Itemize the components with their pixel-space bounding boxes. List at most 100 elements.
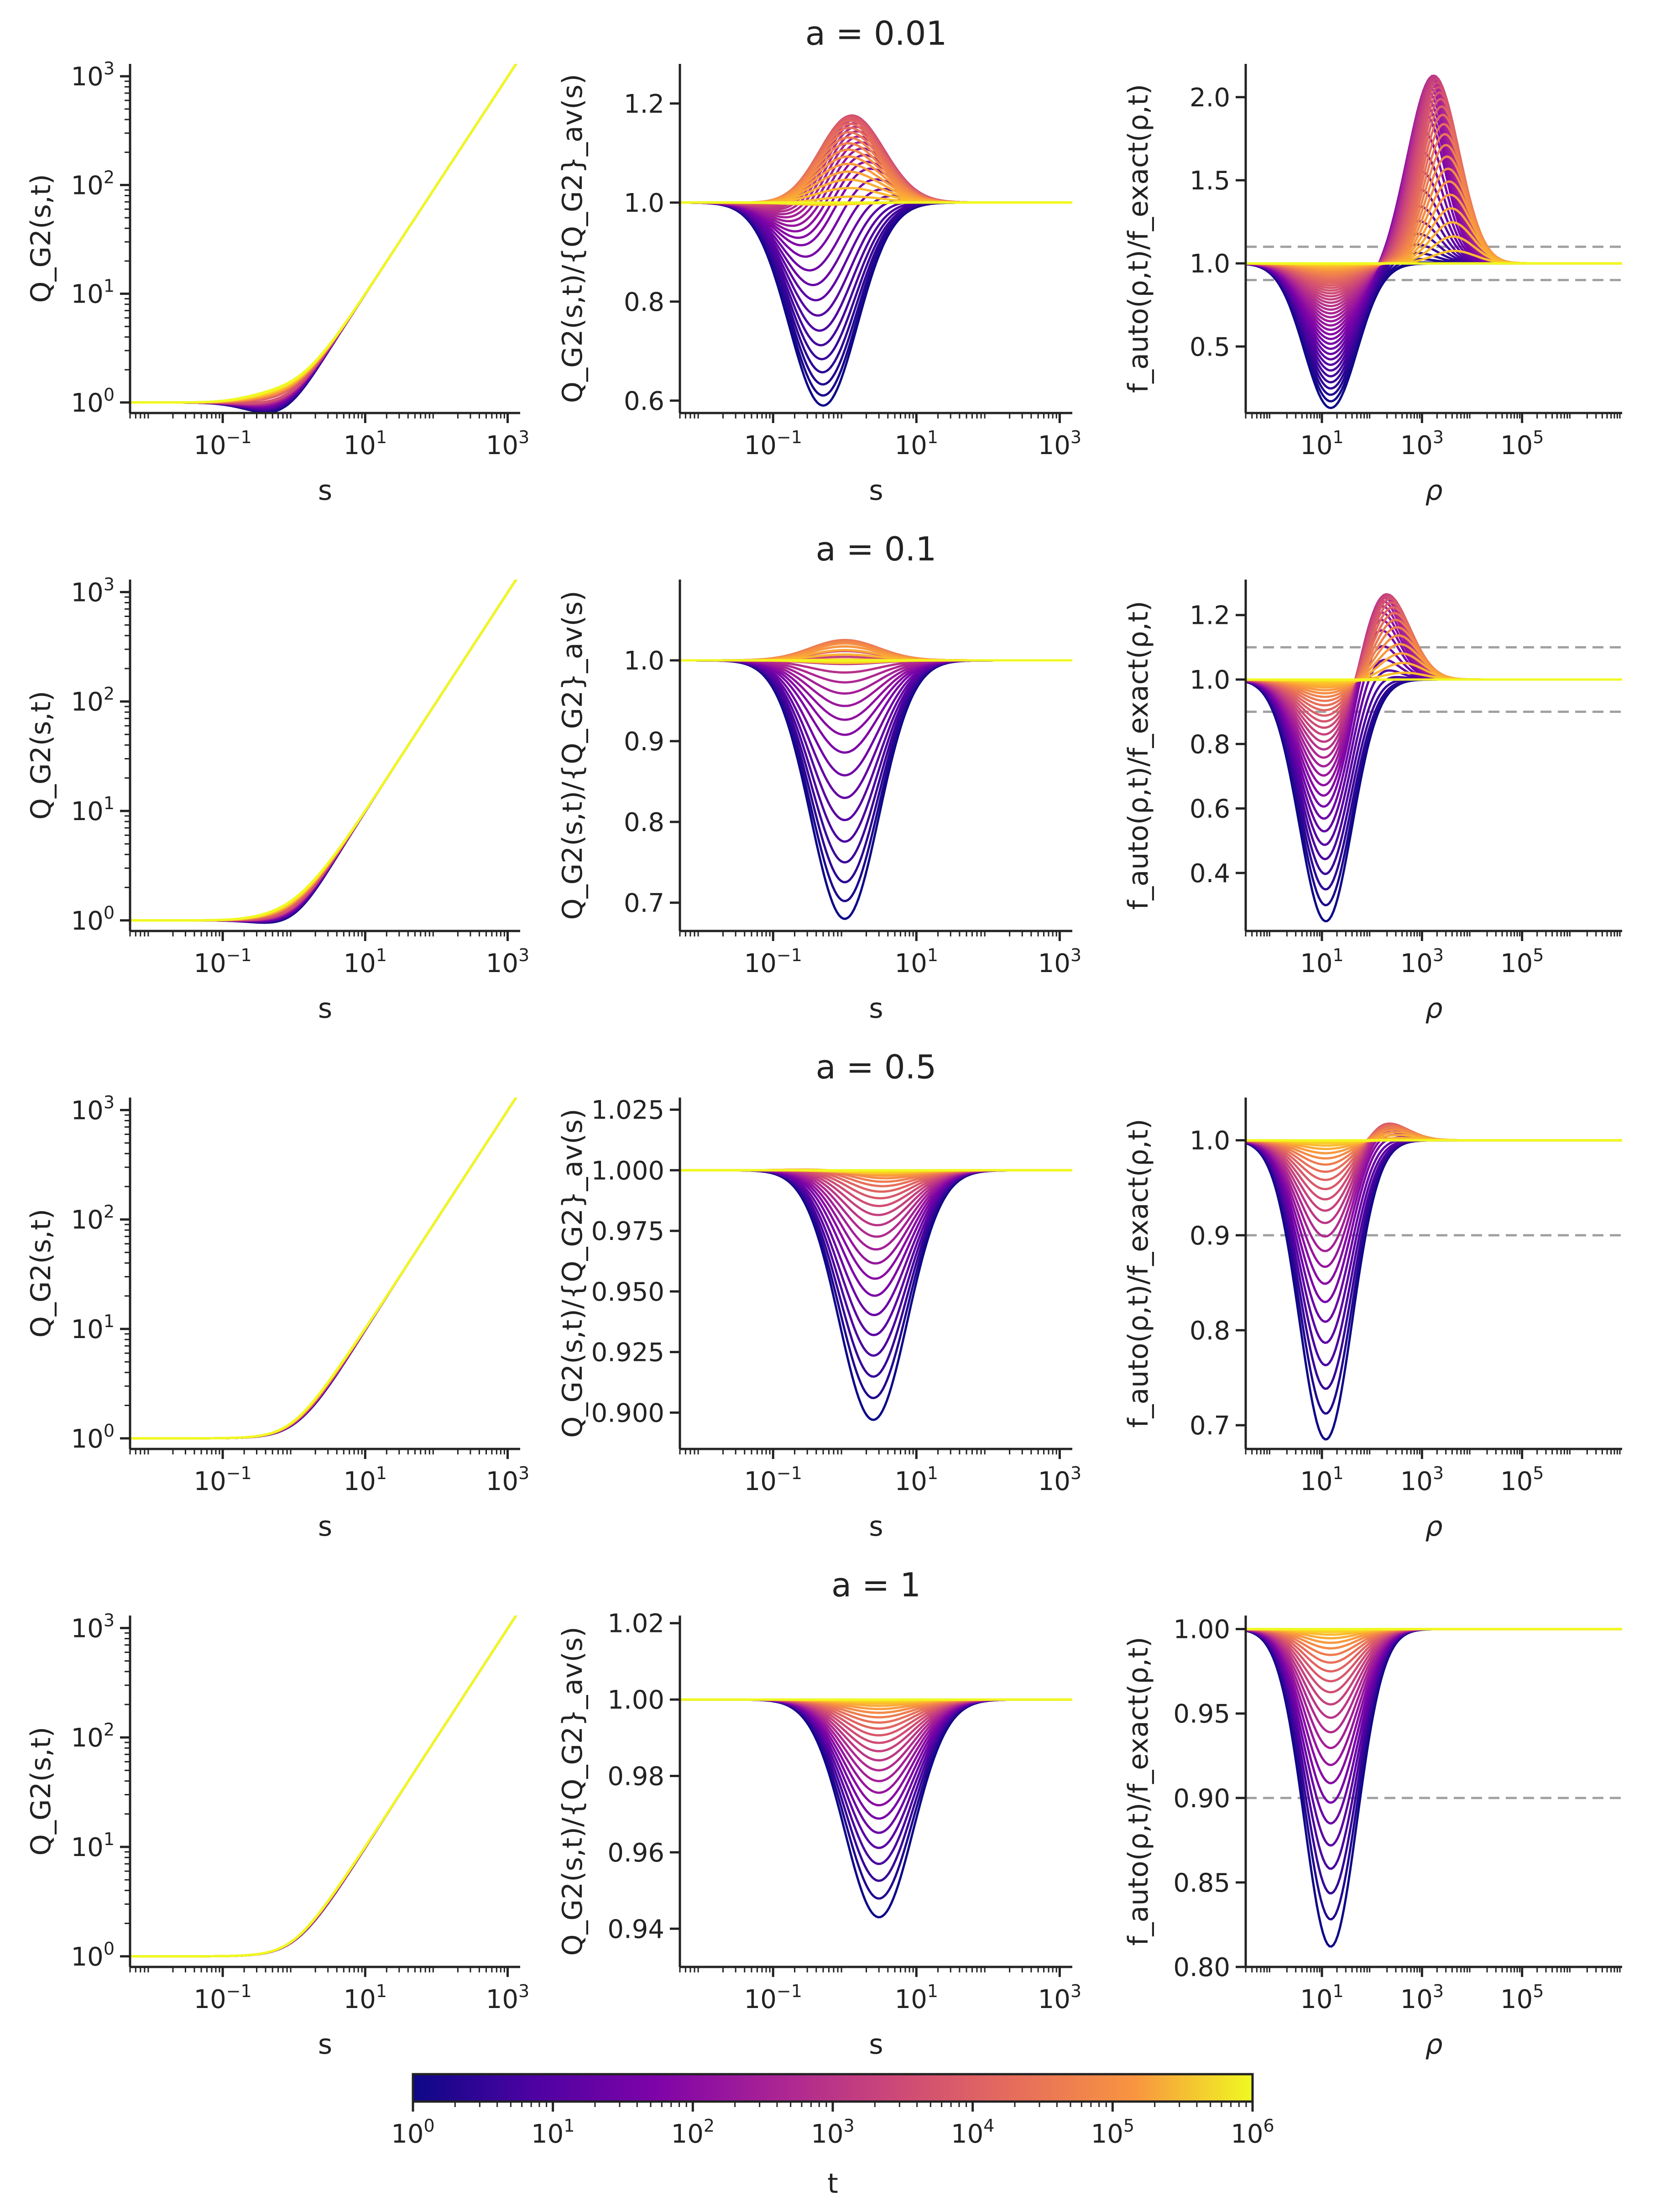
y-tick-label: 0.90 — [1173, 1784, 1230, 1814]
x-tick-label: 103 — [486, 427, 529, 460]
y-tick-label: 0.900 — [591, 1398, 664, 1428]
panel-title: a = 1 — [831, 1566, 921, 1604]
x-tick-label: 10−1 — [193, 1463, 251, 1496]
y-tick-label: 1.0 — [1190, 1126, 1230, 1156]
y-tick-label: 1.000 — [591, 1156, 664, 1186]
x-tick-label: 101 — [1300, 427, 1343, 460]
colorbar-tick-label: 101 — [531, 2116, 574, 2149]
series-line — [680, 1698, 1072, 1807]
curve-family — [130, 580, 517, 924]
x-tick-label: 103 — [486, 1981, 529, 2014]
series-line — [680, 1169, 1072, 1297]
series-line — [130, 64, 517, 413]
x-tick-label: 10−1 — [193, 945, 251, 978]
x-tick-label: 10−1 — [744, 1981, 802, 2014]
x-tick-label: 103 — [486, 945, 529, 978]
x-tick-label: 101 — [344, 1981, 387, 2014]
panel-r2c0: 10−1 101 103 100 101 102 103 s Q_G2(s,t) — [25, 1092, 529, 1543]
y-tick-label: 1.025 — [591, 1096, 664, 1125]
x-tick-label: 103 — [1038, 945, 1081, 978]
series-line — [130, 1616, 517, 1958]
x-tick-label: 103 — [1400, 1463, 1444, 1496]
y-tick-label: 0.95 — [1173, 1700, 1230, 1729]
y-tick-label: 0.85 — [1173, 1868, 1230, 1898]
curve-family — [130, 1616, 517, 1958]
y-tick-label: 103 — [71, 1092, 115, 1125]
series-line — [680, 201, 1072, 407]
x-tick-label: 10−1 — [744, 945, 802, 978]
y-tick-label: 0.8 — [624, 808, 664, 837]
colorbar-tick-label: 105 — [1091, 2116, 1134, 2149]
y-tick-label: 0.8 — [1190, 730, 1230, 759]
y-tick-label: 0.925 — [591, 1338, 664, 1368]
x-axis-label: ρ — [1425, 2029, 1442, 2060]
y-axis-label: Q_G2(s,t) — [25, 691, 57, 820]
y-tick-label: 1.0 — [624, 646, 664, 676]
y-tick-label: 0.7 — [624, 889, 664, 918]
panel-title: a = 0.1 — [816, 530, 937, 568]
curve-family — [680, 639, 1072, 920]
x-tick-label: 103 — [486, 1463, 529, 1496]
y-tick-label: 0.80 — [1173, 1953, 1230, 1982]
x-axis-label: s — [318, 1511, 332, 1543]
y-tick-label: 101 — [71, 1311, 115, 1344]
y-tick-label: 1.0 — [624, 188, 664, 218]
y-tick-label: 1.2 — [624, 89, 664, 119]
y-axis-label: f_auto(ρ,t)/f_exact(ρ,t) — [1122, 601, 1154, 910]
x-tick-label: 101 — [1300, 1463, 1343, 1496]
y-tick-label: 1.0 — [1190, 249, 1230, 279]
series-line — [680, 201, 1072, 397]
x-tick-label: 101 — [1300, 1981, 1343, 2014]
x-axis-label: s — [869, 475, 883, 507]
y-axis-label: Q_G2(s,t)/{Q_G2}_av(s) — [557, 1626, 589, 1956]
y-tick-label: 100 — [71, 1421, 115, 1454]
y-tick-label: 0.8 — [1190, 1316, 1230, 1346]
y-tick-label: 1.00 — [607, 1685, 664, 1715]
x-tick-label: 103 — [1038, 1463, 1081, 1496]
series-line — [680, 659, 1072, 777]
series-line — [130, 64, 517, 413]
series-line — [680, 201, 1072, 347]
series-line — [680, 659, 1072, 884]
x-tick-label: 101 — [895, 1463, 938, 1496]
x-axis-label: ρ — [1425, 475, 1442, 507]
y-tick-label: 0.9 — [624, 727, 664, 757]
colorbar-tick-label: 100 — [391, 2116, 434, 2149]
curve-family — [130, 64, 517, 413]
y-tick-label: 0.96 — [607, 1838, 664, 1868]
panel-r0c2: 101 103 105 0.5 1.0 1.5 2.0 ρ f_auto(ρ,t)/f_exac… — [1122, 64, 1622, 507]
x-tick-label: 101 — [344, 1463, 387, 1496]
colorbar: 100 101 102 103 104 105 106 t — [391, 2073, 1274, 2200]
y-tick-label: 0.975 — [591, 1217, 664, 1246]
curve-family — [1246, 1628, 1622, 1948]
y-tick-label: 103 — [71, 1610, 115, 1643]
series-line — [1246, 601, 1622, 717]
curve-family — [680, 114, 1072, 407]
x-axis-label: s — [318, 475, 332, 507]
series-line — [680, 659, 1072, 695]
x-tick-label: 10−1 — [193, 427, 251, 460]
y-tick-label: 103 — [71, 574, 115, 607]
y-tick-label: 0.98 — [607, 1762, 664, 1792]
y-axis-label: f_auto(ρ,t)/f_exact(ρ,t) — [1122, 1119, 1154, 1428]
y-tick-label: 101 — [71, 1829, 115, 1862]
y-tick-label: 100 — [71, 385, 115, 418]
panel-r2c1: 10−1 101 103 0.900 0.925 0.950 0.975 1.000 1.025… — [557, 1048, 1081, 1543]
x-axis-label: s — [869, 993, 883, 1025]
curve-family — [1246, 1122, 1622, 1441]
x-axis-label: s — [318, 993, 332, 1025]
series-line — [680, 1169, 1072, 1336]
x-axis-label: s — [869, 2029, 883, 2060]
x-tick-label: 10−1 — [744, 1463, 802, 1496]
y-tick-label: 100 — [71, 903, 115, 936]
x-tick-label: 105 — [1500, 945, 1544, 978]
y-axis-label: Q_G2(s,t)/{Q_G2}_av(s) — [557, 1109, 589, 1438]
x-tick-label: 105 — [1500, 427, 1544, 460]
y-tick-label: 1.00 — [1173, 1615, 1230, 1645]
curve-family — [130, 1098, 517, 1440]
series-line — [680, 1698, 1072, 1882]
x-tick-label: 10−1 — [193, 1981, 251, 2014]
colorbar-tick-label: 102 — [671, 2116, 715, 2149]
curve-family — [680, 1698, 1072, 1919]
y-tick-label: 2.0 — [1190, 83, 1230, 113]
